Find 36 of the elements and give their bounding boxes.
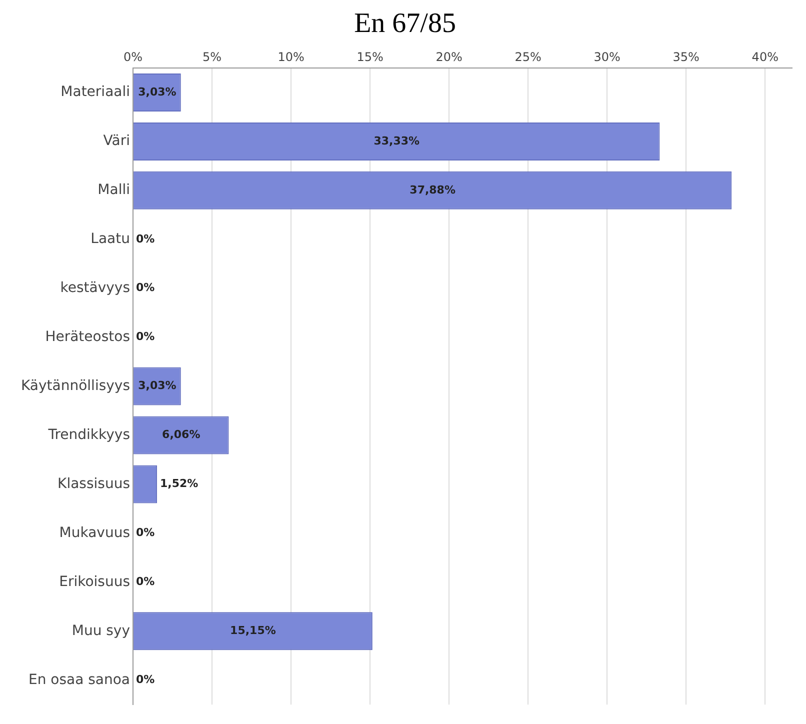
y-tick-label: kestävyys <box>60 280 130 296</box>
y-tick-label: Materiaali <box>60 84 130 100</box>
y-tick-label: Väri <box>103 133 130 150</box>
x-tick-label: 30% <box>594 50 620 64</box>
data-label: 0% <box>136 330 155 344</box>
x-tick-label: 15% <box>356 50 384 64</box>
y-tick-label: Mukavuus <box>59 524 130 541</box>
y-tick-label: Erikoisuus <box>59 574 130 590</box>
data-label: 37,88% <box>410 183 456 196</box>
data-label: 3,03% <box>138 85 176 98</box>
data-label: 33,33% <box>374 134 420 148</box>
y-tick-label: Klassisuus <box>58 476 130 492</box>
data-label: 0% <box>136 575 155 588</box>
chart-title: En 67/85 <box>354 8 456 40</box>
x-tick-label: 20% <box>436 50 462 64</box>
data-label: 1,52% <box>160 477 198 490</box>
x-tick-label: 35% <box>672 50 700 64</box>
x-tick-label: 0% <box>123 50 143 64</box>
data-label: 15,15% <box>230 624 276 638</box>
data-label: 0% <box>136 672 155 686</box>
data-label: 0% <box>136 232 155 246</box>
x-tick-label: 40% <box>752 50 778 64</box>
x-tick-label: 5% <box>202 50 222 64</box>
data-label: 6,06% <box>162 428 200 442</box>
y-tick-label: Käytännöllisyys <box>20 378 130 394</box>
y-tick-label: Malli <box>98 182 130 198</box>
y-tick-label: Heräteostos <box>45 328 130 345</box>
y-tick-label: Trendikkyys <box>47 426 130 443</box>
x-tick-label: 10% <box>278 50 304 64</box>
x-tick-label: 25% <box>514 50 542 64</box>
y-tick-label: Muu syy <box>72 622 130 639</box>
data-label: 0% <box>136 281 155 294</box>
data-label: 3,03% <box>138 379 176 392</box>
y-tick-label: Laatu <box>90 231 130 248</box>
y-tick-label: En osaa sanoa <box>28 672 130 688</box>
data-label: 0% <box>136 526 155 540</box>
